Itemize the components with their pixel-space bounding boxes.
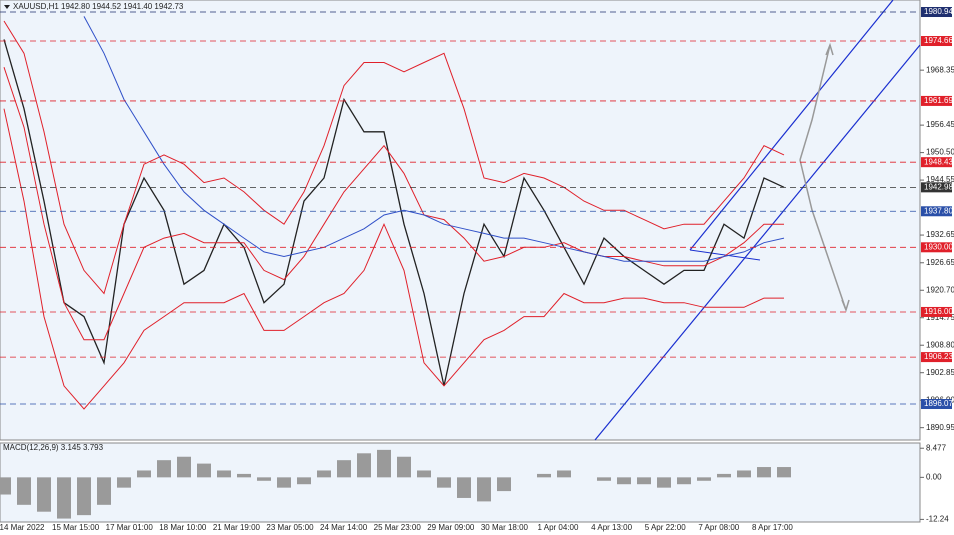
macd-bar: [497, 477, 511, 492]
x-tick-label: 24 Mar 14:00: [320, 523, 368, 532]
macd-bar: [537, 473, 551, 478]
level-label: 1916.00: [924, 307, 953, 316]
macd-bar: [77, 477, 91, 516]
macd-bar: [357, 453, 371, 478]
macd-bar: [457, 477, 471, 498]
level-tag: [921, 206, 952, 217]
y-tick-label: 1950.50: [926, 148, 954, 157]
series-line: [3, 67, 784, 341]
macd-bar: [377, 449, 391, 478]
macd-bar: [57, 477, 71, 519]
level-tag: [921, 306, 952, 317]
macd-bar: [37, 477, 51, 512]
macd-bar: [677, 477, 691, 485]
projection-arrows: [799, 42, 850, 313]
macd-bar: [717, 473, 731, 478]
macd-bar: [117, 477, 131, 488]
x-tick-label: 21 Mar 19:00: [213, 523, 261, 532]
level-label: 1930.00: [924, 242, 953, 251]
level-label: 1906.23: [924, 352, 953, 361]
y-tick-label: 1890.95: [926, 423, 954, 432]
x-tick-label: 29 Mar 09:00: [427, 523, 475, 532]
macd-bar: [477, 477, 491, 502]
macd-bar: [17, 477, 31, 505]
macd-bar: [337, 460, 351, 478]
macd-bar: [237, 473, 251, 478]
level-label: 1896.07: [924, 399, 953, 408]
macd-bar: [137, 470, 151, 478]
macd-bar: [437, 477, 451, 488]
y-tick-label: 1956.45: [926, 120, 954, 129]
macd-bar: [757, 467, 771, 478]
chart-title: XAUUSD,H1 1942.80 1944.52 1941.40 1942.7…: [13, 2, 184, 11]
macd-tick-label: -12.24: [926, 514, 949, 523]
y-tick-label: 1914.75: [926, 313, 954, 322]
x-tick-label: 5 Apr 22:00: [645, 523, 686, 532]
macd-bar: [557, 470, 571, 478]
macd-bar: [197, 463, 211, 478]
macd-bar: [217, 470, 231, 478]
macd-bar: [97, 477, 111, 505]
series-line: [3, 20, 785, 295]
level-label: 1980.94: [924, 7, 953, 16]
x-tick-label: 18 Mar 10:00: [159, 523, 207, 532]
macd-bar: [157, 460, 171, 478]
macd-tick-label: 8.477: [926, 443, 947, 452]
trend-channel: [594, 0, 921, 441]
macd-bar: [417, 470, 431, 478]
level-tag: [921, 352, 952, 363]
level-label: 1948.43: [924, 157, 953, 166]
x-tick-label: 1 Apr 04:00: [538, 523, 579, 532]
y-tick-label: 1926.65: [926, 258, 954, 267]
macd-bar: [297, 477, 311, 485]
x-tick-label: 8 Apr 17:00: [752, 523, 793, 532]
macd-bar: [777, 467, 791, 478]
macd-bar: [637, 477, 651, 485]
y-tick-label: 1920.70: [926, 285, 954, 294]
y-tick-label: 1908.80: [926, 340, 954, 349]
macd-bar: [597, 477, 611, 481]
level-label: 1961.69: [924, 96, 953, 105]
macd-bar: [657, 477, 671, 488]
level-tag: [921, 182, 952, 193]
macd-bar: [737, 470, 751, 478]
level-tag: [921, 399, 952, 410]
main-panel: [0, 0, 921, 441]
series-line: [83, 16, 785, 262]
header-icon: [4, 5, 10, 9]
x-tick-label: 25 Mar 23:00: [374, 523, 422, 532]
macd-bar: [257, 477, 271, 481]
macd-bar: [697, 477, 711, 481]
x-tick-label: 4 Apr 13:00: [591, 523, 632, 532]
macd-bar: [277, 477, 291, 488]
level-tag: [921, 242, 952, 253]
level-label: 1942.98: [924, 182, 953, 191]
x-tick-label: 15 Mar 15:00: [52, 523, 100, 532]
macd-bar: [617, 477, 631, 485]
x-tick-label: 17 Mar 01:00: [106, 523, 154, 532]
macd-bar: [397, 456, 411, 478]
level-tag: [921, 36, 952, 47]
x-tick-label: 7 Apr 08:00: [698, 523, 739, 532]
x-tick-label: 23 Mar 05:00: [266, 523, 314, 532]
x-tick-label: 30 Mar 18:00: [481, 523, 529, 532]
level-label: 1974.66: [924, 36, 953, 45]
macd-bar: [177, 456, 191, 478]
series-line: [3, 39, 785, 387]
y-tick-label: 1902.85: [926, 368, 954, 377]
level-label: 1937.80: [924, 206, 953, 215]
macd-tick-label: 0.00: [926, 472, 942, 481]
level-tag: [921, 157, 952, 168]
y-tick-label: 1968.35: [926, 65, 954, 74]
macd-label: MACD(12,26,9) 3.145 3.793: [3, 443, 104, 452]
macd-bar: [317, 470, 331, 478]
x-tick-label: 14 Mar 2022: [0, 523, 45, 532]
level-tag: [921, 7, 952, 18]
y-tick-label: 1932.65: [926, 230, 954, 239]
level-tag: [921, 95, 952, 106]
macd-bar: [0, 477, 11, 495]
y-tick-label: 1944.55: [926, 175, 954, 184]
